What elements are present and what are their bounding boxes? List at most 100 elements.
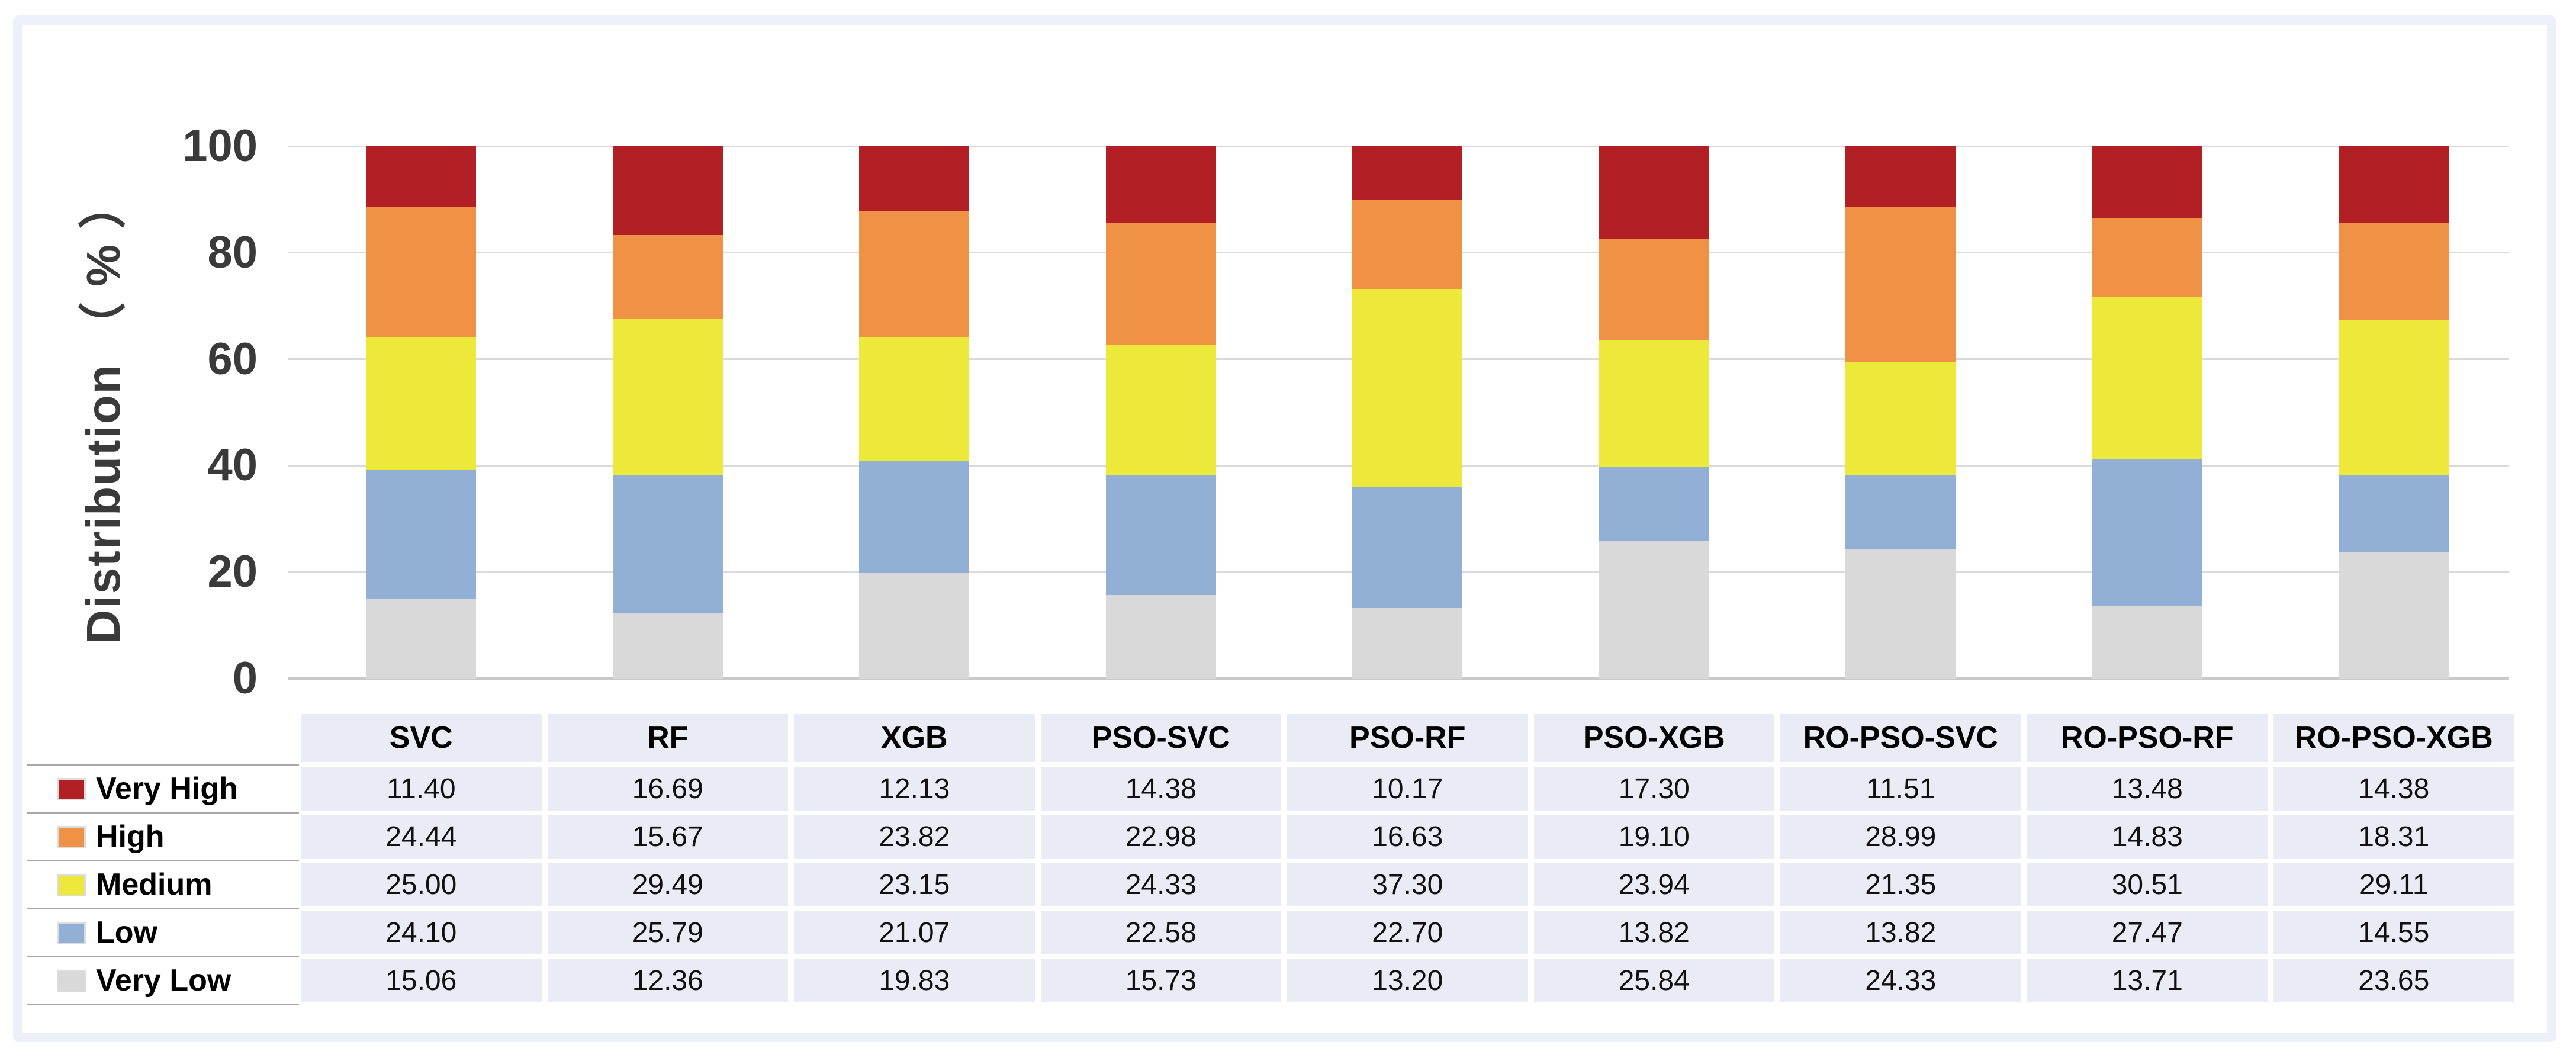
table-cell-rf-low: 25.79 [547,911,788,954]
table-cell-ro-pso-svc-low: 13.82 [1780,911,2021,954]
table-cell-ro-pso-rf-low: 27.47 [2027,911,2268,954]
figure-frame [13,15,2556,1042]
table-cell-pso-rf-very-high: 10.17 [1287,767,1528,811]
table-cell-pso-svc-low: 22.58 [1040,911,1281,954]
table-cell-xgb-high: 23.82 [794,815,1035,859]
bar-segment-pso-rf-low [1352,487,1463,609]
table-cell-ro-pso-rf-very-high: 13.48 [2027,767,2268,811]
table-cell-xgb-very-low: 19.83 [794,959,1035,1002]
legend-label-low: Low [96,915,157,950]
table-cell-pso-rf-medium: 37.30 [1287,863,1528,906]
bar-segment-ro-pso-rf-medium [2092,297,2202,459]
bar-segment-pso-rf-very-high [1352,146,1463,201]
table-cell-xgb-low: 21.07 [794,911,1035,954]
bar-segment-pso-svc-medium [1105,345,1216,475]
bar-segment-ro-pso-rf-very-high [2092,146,2202,218]
y-tick-label-80: 80 [207,227,258,278]
table-cell-pso-svc-very-high: 14.38 [1040,767,1281,811]
table-cell-xgb-medium: 23.15 [794,863,1035,906]
table-cell-rf-high: 15.67 [547,815,788,859]
table-cell-pso-svc-medium: 24.33 [1040,863,1281,906]
table-cell-pso-svc-very-low: 15.73 [1040,959,1281,1002]
bar-segment-svc-very-high [366,146,477,207]
table-cell-svc-high: 24.44 [301,815,542,859]
legend-swatch-low [57,921,86,944]
table-cell-pso-rf-high: 16.63 [1287,815,1528,859]
y-tick-label-40: 40 [207,440,258,491]
table-cell-ro-pso-xgb-high: 18.31 [2273,815,2514,859]
table-cell-pso-xgb-medium: 23.94 [1533,863,1774,906]
y-tick-label-20: 20 [207,546,258,597]
legend-divider [27,908,299,909]
bar-segment-svc-very-low [366,598,477,679]
table-cell-rf-very-high: 16.69 [547,767,788,811]
table-cell-ro-pso-xgb-low: 14.55 [2273,911,2514,954]
table-cell-rf-medium: 29.49 [547,863,788,906]
legend-swatch-high [57,825,86,848]
bar-segment-pso-xgb-low [1599,467,1709,541]
bar-segment-pso-svc-very-low [1105,594,1216,679]
legend-divider [27,1004,299,1005]
bar-segment-svc-medium [366,337,477,470]
table-cell-pso-xgb-very-high: 17.30 [1533,767,1774,811]
bar-segment-rf-medium [612,318,723,476]
bar-segment-ro-pso-xgb-very-high [2339,146,2449,223]
bar-segment-xgb-low [859,461,970,573]
bar-segment-rf-low [612,475,723,613]
bar-segment-pso-xgb-very-low [1599,541,1709,679]
bar-segment-pso-rf-medium [1352,288,1463,488]
table-cell-svc-low: 24.10 [301,911,542,954]
bar-segment-pso-xgb-medium [1599,340,1709,468]
legend-divider [27,764,299,766]
bar-segment-pso-svc-high [1105,223,1216,345]
gridline-0 [288,677,2509,680]
legend-label-medium: Medium [96,867,213,902]
table-header-pso-svc: PSO-SVC [1040,714,1281,762]
table-cell-ro-pso-rf-very-low: 13.71 [2027,959,2268,1002]
bar-segment-pso-xgb-high [1599,238,1709,340]
bar-segment-ro-pso-xgb-medium [2339,320,2449,475]
table-header-ro-pso-rf: RO-PSO-RF [2027,714,2268,762]
bar-segment-svc-low [366,470,477,599]
table-cell-ro-pso-xgb-very-low: 23.65 [2273,959,2514,1002]
table-cell-xgb-very-high: 12.13 [794,767,1035,811]
table-cell-pso-svc-high: 22.98 [1040,815,1281,859]
y-tick-label-0: 0 [232,653,258,703]
bar-segment-ro-pso-xgb-low [2339,475,2449,553]
bar-segment-pso-svc-low [1105,474,1216,595]
bar-segment-xgb-high [859,211,970,338]
table-cell-ro-pso-svc-medium: 21.35 [1780,863,2021,906]
bar-segment-ro-pso-svc-medium [1845,362,1956,476]
bar-segment-ro-pso-svc-very-high [1845,146,1956,208]
bar-segment-svc-high [366,207,477,337]
table-cell-ro-pso-svc-high: 28.99 [1780,815,2021,859]
legend-swatch-very-low [57,969,86,992]
table-cell-rf-very-low: 12.36 [547,959,788,1002]
bar-segment-ro-pso-xgb-high [2339,223,2449,320]
legend-label-very-low: Very Low [96,963,231,998]
bar-segment-ro-pso-svc-very-low [1845,549,1956,679]
table-cell-pso-rf-very-low: 13.20 [1287,959,1528,1002]
bar-segment-xgb-medium [859,337,970,461]
table-cell-svc-medium: 25.00 [301,863,542,906]
legend-divider [27,956,299,957]
table-cell-ro-pso-xgb-very-high: 14.38 [2273,767,2514,811]
bar-segment-ro-pso-rf-high [2092,218,2202,297]
table-header-rf: RF [547,714,788,762]
bar-segment-xgb-very-low [859,573,970,679]
table-cell-ro-pso-rf-medium: 30.51 [2027,863,2268,906]
bar-segment-pso-xgb-very-high [1599,146,1709,239]
table-cell-svc-very-high: 11.40 [301,767,542,811]
table-cell-svc-very-low: 15.06 [301,959,542,1002]
table-cell-ro-pso-xgb-medium: 29.11 [2273,863,2514,906]
table-header-pso-xgb: PSO-XGB [1533,714,1774,762]
y-tick-label-100: 100 [182,121,258,171]
table-header-ro-pso-xgb: RO-PSO-XGB [2273,714,2514,762]
table-cell-ro-pso-svc-very-high: 11.51 [1780,767,2021,811]
bar-segment-ro-pso-svc-high [1845,207,1956,362]
bar-segment-ro-pso-xgb-very-low [2339,552,2449,679]
table-cell-ro-pso-svc-very-low: 24.33 [1780,959,2021,1002]
legend-label-high: High [96,819,165,854]
bar-segment-rf-very-high [612,146,723,236]
